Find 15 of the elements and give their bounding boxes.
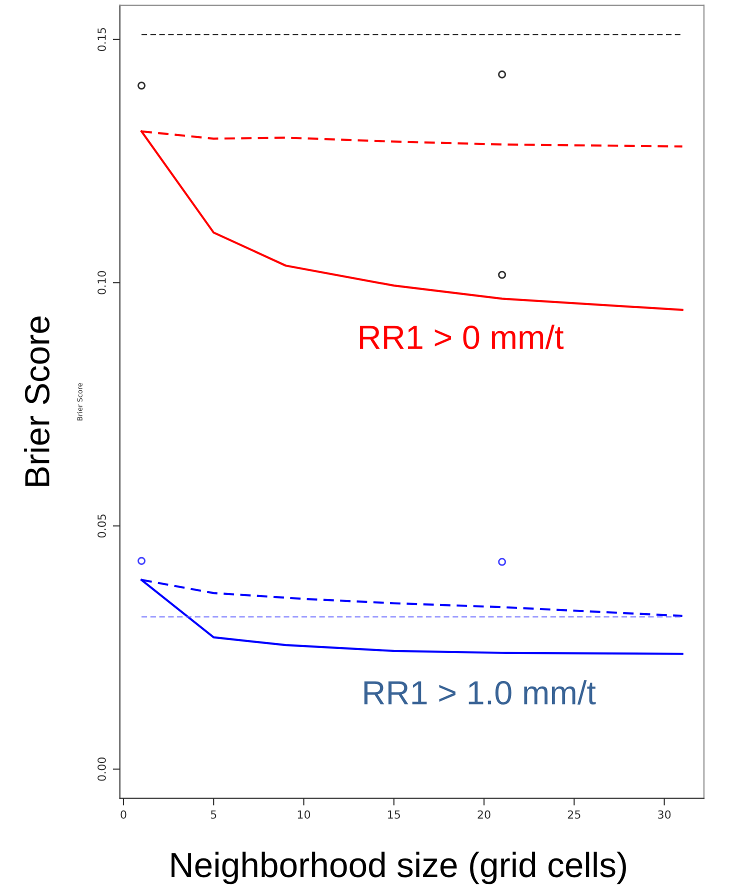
- y-axis-title: Brier Score: [24, 316, 50, 486]
- annotation: RR1 > 0 mm/t: [360, 324, 564, 350]
- x-tick-label: 25: [568, 810, 580, 819]
- y-tick-label: 0.15: [98, 28, 106, 52]
- x-tick-label: 0: [120, 810, 126, 819]
- x-tick-label: 20: [478, 810, 490, 819]
- x-tick-label: 10: [298, 810, 310, 819]
- y-tick-label: 0.10: [98, 271, 106, 294]
- x-axis-title: Neighborhood size (grid cells): [172, 852, 626, 884]
- y-tick-label: 0.00: [98, 758, 106, 781]
- y-tick-label: 0.05: [98, 514, 106, 538]
- x-tick-label: 30: [658, 810, 671, 819]
- x-tick-label: 15: [388, 810, 400, 819]
- annotation: RR1 > 1.0 mm/t: [364, 680, 596, 705]
- x-tick-label: 5: [210, 810, 216, 819]
